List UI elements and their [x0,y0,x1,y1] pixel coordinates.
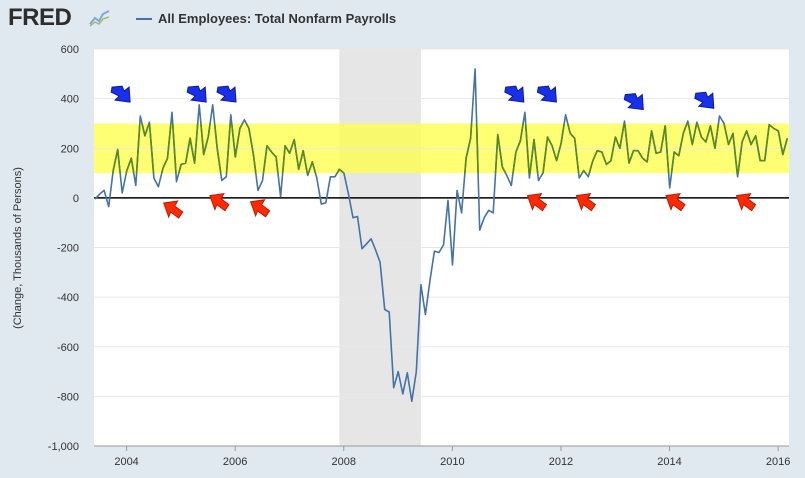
x-tick-label: 2012 [549,456,573,468]
y-tick-label: 600 [61,44,79,56]
y-tick-label: 0 [73,193,79,205]
y-tick-label: -600 [57,342,79,354]
chart-line-icon [89,9,111,27]
legend-swatch [136,17,152,20]
blue-arrow-annotation [216,85,237,103]
red-arrow-annotation [209,192,230,212]
series-legend[interactable]: All Employees: Total Nonfarm Payrolls [136,11,396,26]
x-tick-label: 2014 [657,456,681,468]
x-tick-label: 2006 [223,456,247,468]
x-tick-label: 2016 [766,456,790,468]
red-arrow-annotation [163,200,184,219]
y-axis-label: (Change, Thousands of Persons) [12,167,24,329]
blue-arrow-annotation [536,85,557,103]
red-arrow-annotation [526,192,548,212]
x-tick-label: 2010 [440,456,464,468]
blue-arrow-annotation [110,85,131,103]
red-arrow-annotation [249,199,271,218]
blue-arrow-annotation [186,85,207,103]
y-tick-label: -1,000 [48,441,79,453]
x-tick-label: 2008 [332,456,356,468]
y-tick-label: -200 [57,243,79,255]
y-tick-label: -800 [57,391,79,403]
red-arrow-annotation [575,192,597,212]
series-line-in-band [112,123,789,174]
blue-arrow-annotation [504,85,525,103]
fred-logo[interactable]: FRED [8,4,72,31]
chart-header: FRED All Employees: Total Nonfarm Payrol… [0,0,805,36]
red-arrow-annotation [665,192,686,212]
y-tick-label: 200 [61,143,79,155]
red-arrow-annotation [735,192,757,212]
y-tick-label: -400 [57,292,79,304]
y-tick-label: 400 [61,94,79,106]
blue-arrow-annotation [623,93,644,111]
blue-arrow-annotation [694,91,715,109]
x-tick-label: 2004 [114,456,138,468]
series-title: All Employees: Total Nonfarm Payrolls [158,11,397,26]
